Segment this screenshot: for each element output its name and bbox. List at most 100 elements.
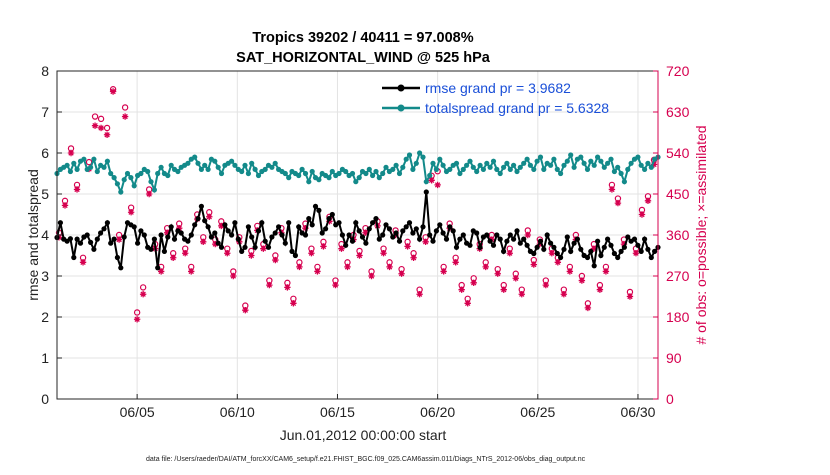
totalspread-data-point xyxy=(356,175,362,181)
obs-possible-marker xyxy=(133,309,141,316)
obs-assimilated-marker xyxy=(356,252,363,259)
rmse-data-point xyxy=(272,230,278,236)
obs-assimilated-marker xyxy=(482,263,489,271)
rmse-data-point xyxy=(363,240,369,246)
rmse-data-point xyxy=(249,234,255,240)
totalspread-data-point xyxy=(242,162,248,168)
x-tick-label: 06/05 xyxy=(120,404,155,420)
rmse-data-point xyxy=(255,228,262,234)
rmse-data-point xyxy=(380,232,386,238)
rmse-data-point xyxy=(638,248,644,254)
totalspread-data-point xyxy=(467,158,473,164)
rmse-data-point xyxy=(490,242,497,248)
rmse-data-point xyxy=(262,238,268,244)
rmse-data-point xyxy=(286,220,292,226)
rmse-data-point xyxy=(571,240,577,246)
totalspread-data-point xyxy=(642,166,648,172)
totalspread-data-point xyxy=(484,160,490,166)
y-right-tick-label: 540 xyxy=(666,145,690,161)
totalspread-data-point xyxy=(88,164,94,170)
obs-assimilated-marker xyxy=(290,300,297,307)
totalspread-data-point xyxy=(229,158,235,164)
obs-assimilated-marker xyxy=(332,281,339,289)
rmse-data-point xyxy=(413,226,419,232)
rmse-data-point xyxy=(370,220,376,226)
obs-assimilated-marker xyxy=(590,245,598,252)
totalspread-data-point xyxy=(554,166,560,172)
obs-assimilated-marker xyxy=(344,263,351,271)
totalspread-data-point xyxy=(202,162,208,168)
rmse-data-point xyxy=(346,232,352,238)
totalspread-data-point xyxy=(510,162,517,168)
rmse-data-point xyxy=(114,254,120,261)
x-axis-label: Jun.01,2012 00:00:00 start xyxy=(280,427,447,443)
rmse-data-point xyxy=(349,238,356,244)
totalspread-data-point xyxy=(537,154,544,160)
totalspread-data-point xyxy=(168,162,174,168)
rmse-data-point xyxy=(168,224,174,230)
obs-assimilated-marker xyxy=(91,122,99,129)
rmse-data-point xyxy=(319,230,325,236)
rmse-data-point xyxy=(648,254,654,261)
obs-assimilated-marker xyxy=(284,284,291,291)
rmse-data-point xyxy=(601,244,607,250)
y-left-tick-label: 8 xyxy=(41,63,49,79)
totalspread-data-point xyxy=(67,168,73,175)
obs-count-markers xyxy=(55,86,658,323)
obs-assimilated-marker xyxy=(410,254,417,261)
rmse-data-point xyxy=(359,234,366,240)
y-right-tick-label: 630 xyxy=(666,104,690,120)
rmse-data-point xyxy=(57,220,64,226)
totalspread-data-point xyxy=(138,170,144,177)
rmse-data-point xyxy=(239,248,245,254)
rmse-data-point xyxy=(171,236,178,242)
totalspread-data-point xyxy=(128,175,134,181)
totalspread-data-point xyxy=(192,154,198,160)
rmse-data-point xyxy=(339,232,345,238)
rmse-data-point xyxy=(289,248,295,254)
data-series xyxy=(54,150,661,271)
rmse-data-point xyxy=(316,207,322,213)
obs-assimilated-marker xyxy=(566,268,574,275)
rmse-data-point xyxy=(386,226,392,232)
totalspread-data-point xyxy=(611,168,618,175)
rmse-data-point xyxy=(631,236,638,242)
totalspread-data-point xyxy=(400,164,406,170)
totalspread-data-point xyxy=(598,158,604,164)
rmse-data-point xyxy=(652,248,658,254)
obs-assimilated-marker xyxy=(127,209,135,216)
rmse-data-point xyxy=(521,236,527,242)
totalspread-data-point xyxy=(501,164,507,170)
totalspread-data-point xyxy=(245,170,251,177)
rmse-data-point xyxy=(158,232,164,238)
obs-assimilated-marker xyxy=(115,236,123,243)
obs-possible-marker xyxy=(97,115,105,123)
totalspread-data-point xyxy=(91,156,97,162)
rmse-data-point xyxy=(292,252,298,259)
obs-assimilated-marker xyxy=(188,268,195,275)
totalspread-data-point xyxy=(531,166,537,172)
obs-assimilated-marker xyxy=(182,250,189,257)
obs-assimilated-marker xyxy=(157,268,165,275)
rmse-data-point xyxy=(218,244,225,250)
totalspread-data-point xyxy=(380,170,386,177)
totalspread-data-point xyxy=(158,164,164,170)
rmse-data-point xyxy=(561,246,567,252)
obs-assimilated-marker xyxy=(326,218,333,225)
totalspread-data-point xyxy=(329,168,335,175)
rmse-data-point xyxy=(504,238,510,244)
totalspread-data-point xyxy=(175,168,181,175)
totalspread-data-point xyxy=(215,164,221,170)
rmse-data-point xyxy=(568,248,574,254)
obs-assimilated-marker xyxy=(638,211,646,218)
y-left-tick-label: 6 xyxy=(41,145,49,161)
rmse-data-point xyxy=(131,224,137,230)
obs-assimilated-marker xyxy=(626,293,634,300)
totalspread-data-point xyxy=(370,172,376,179)
totalspread-data-point xyxy=(363,170,369,177)
totalspread-data-point xyxy=(299,166,305,172)
rmse-data-point xyxy=(229,232,235,238)
rmse-data-point xyxy=(323,226,329,232)
obs-assimilated-marker xyxy=(224,250,231,257)
totalspread-data-point xyxy=(71,160,77,166)
